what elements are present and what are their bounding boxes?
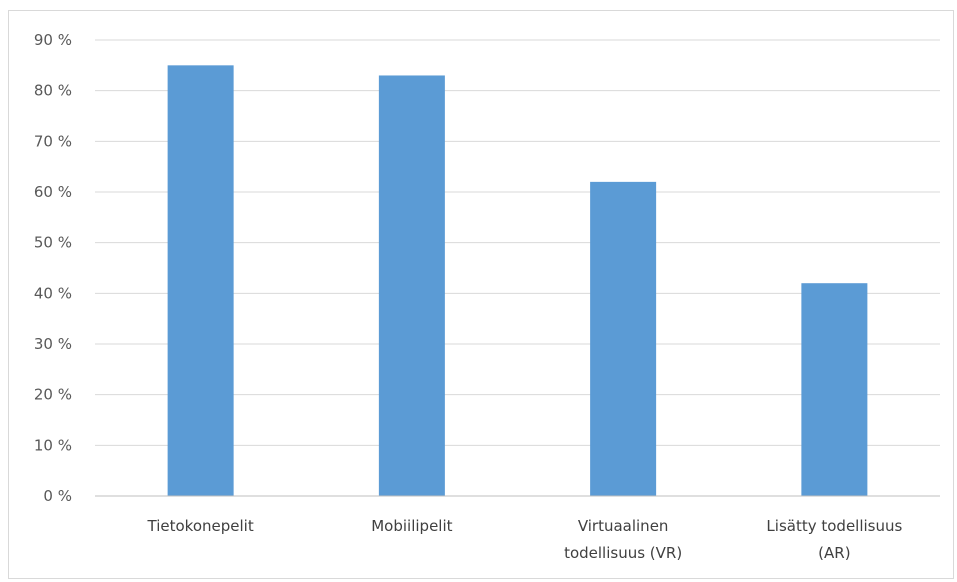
bar xyxy=(801,283,868,496)
y-tick-label: 30 % xyxy=(34,335,72,353)
y-tick-label: 60 % xyxy=(34,183,72,201)
y-tick-label: 10 % xyxy=(34,436,72,454)
gridlines xyxy=(95,39,940,446)
y-tick-label: 70 % xyxy=(34,132,72,150)
x-category-label: Tietokonepelit xyxy=(147,517,254,535)
y-tick-label: 50 % xyxy=(34,234,72,252)
x-category-label: Mobiilipelit xyxy=(371,517,452,535)
y-tick-label: 0 % xyxy=(43,487,72,505)
bar xyxy=(378,75,445,496)
x-category-label: (AR) xyxy=(818,544,850,562)
x-category-label: Lisätty todellisuus xyxy=(766,517,902,535)
y-tick-label: 20 % xyxy=(34,386,72,404)
bars xyxy=(167,65,868,496)
y-tick-label: 80 % xyxy=(34,82,72,100)
chart-frame xyxy=(8,10,954,579)
x-category-label: Virtuaalinen xyxy=(578,517,669,535)
bar xyxy=(590,181,657,496)
bar xyxy=(167,65,234,496)
y-tick-label: 40 % xyxy=(34,284,72,302)
x-category-label: todellisuus (VR) xyxy=(564,544,682,562)
y-tick-label: 90 % xyxy=(34,31,72,49)
labels: 0 % 10 % 20 % 30 % 40 % 50 % 60 % 70 % 80 % 90 % T… xyxy=(34,31,903,562)
